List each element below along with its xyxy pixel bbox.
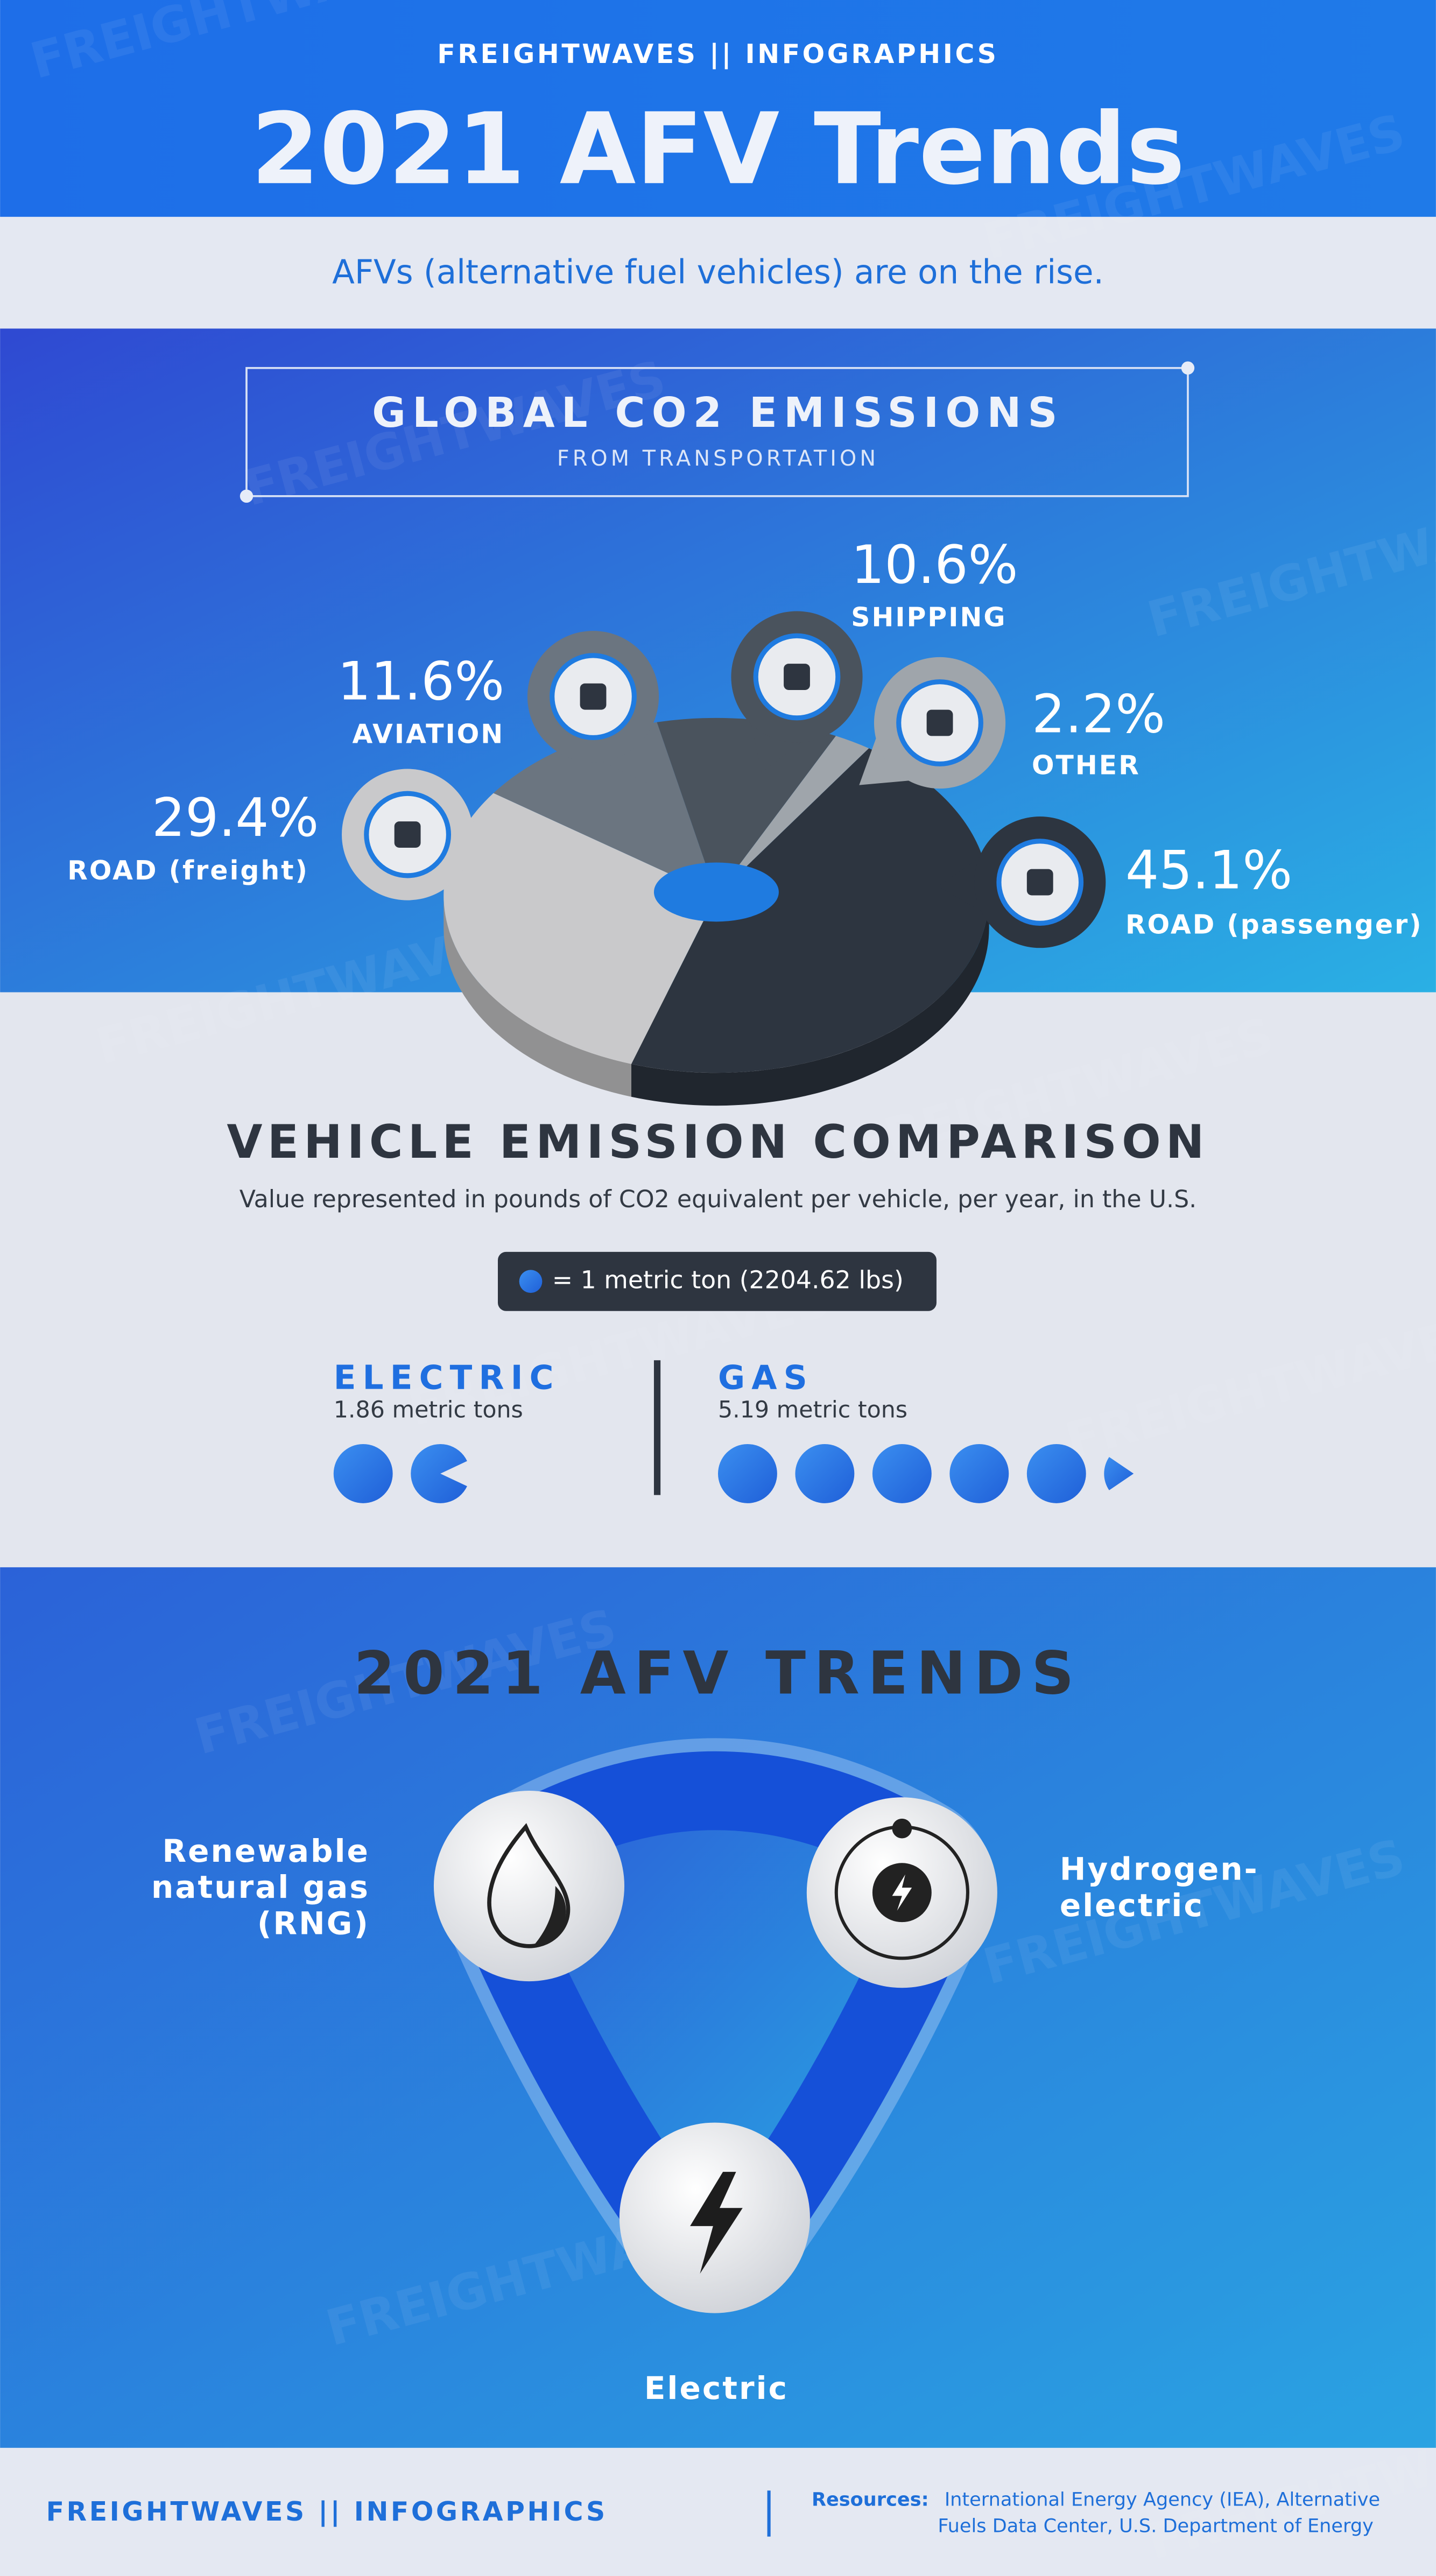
unit-icon: [949, 1444, 1009, 1503]
resources-line: Fuels Data Center, U.S. Department of En…: [938, 2515, 1373, 2537]
value-label: 2.2%: [1032, 684, 1165, 745]
pin-icon: [784, 664, 810, 690]
legend-box: [497, 1251, 937, 1311]
footer-brand: FREIGHTWAVES || INFOGRAPHICS: [46, 2496, 608, 2527]
unit-icon: [1026, 1444, 1086, 1503]
value-label: 10.6%: [851, 534, 1018, 596]
pin-icon: [926, 709, 953, 736]
value-label: 5.19 metric tons: [718, 1396, 907, 1423]
pin-icon: [580, 683, 607, 710]
category-label: ROAD (freight): [67, 855, 309, 886]
header-band: [0, 0, 1436, 217]
pie-chart: 45.1% ROAD (passenger) 29.4% ROAD (freight)…: [67, 534, 1423, 1106]
legend-text: = 1 metric ton (2204.62 lbs): [552, 1265, 904, 1294]
trend-label: natural gas: [151, 1869, 370, 1905]
pie-slice-side: [444, 895, 631, 1097]
category-label: AVIATION: [352, 719, 504, 749]
unit-icon: [333, 1444, 393, 1503]
unit-icon: [795, 1444, 855, 1503]
comparison-title: VEHICLE EMISSION COMPARISON: [227, 1116, 1209, 1169]
category-label: GAS: [718, 1359, 814, 1397]
value-label: 1.86 metric tons: [334, 1396, 523, 1423]
unit-icon-partial: [411, 1444, 467, 1503]
trend-label: (RNG): [257, 1905, 370, 1941]
pie-slice: [657, 717, 836, 896]
pie-subtitle: FROM TRANSPORTATION: [557, 446, 879, 471]
pie-slice: [716, 736, 869, 896]
legend-dot: [519, 1270, 543, 1293]
header-brand: FREIGHTWAVES || INFOGRAPHICS: [437, 39, 998, 69]
unit-icon-partial: [1104, 1457, 1134, 1490]
category-label: SHIPPING: [851, 602, 1006, 633]
pie-slice: [631, 748, 989, 1073]
pin-icon: [1026, 869, 1053, 896]
trends-title: 2021 AFV TRENDS: [354, 1639, 1082, 1708]
header-title: 2021 AFV Trends: [251, 92, 1185, 207]
frame-dot: [240, 489, 254, 503]
frame-dot: [1181, 361, 1195, 375]
pie-slice-side: [631, 895, 989, 1106]
subtitle-band: [0, 216, 1436, 329]
pie-hole: [653, 862, 779, 922]
title-frame: [245, 367, 1189, 497]
trend-label: Hydrogen-: [1060, 1851, 1259, 1888]
value-label: 45.1%: [1125, 840, 1292, 902]
pie-slice: [493, 722, 716, 896]
pie-title: GLOBAL CO2 EMISSIONS: [372, 389, 1064, 437]
trend-label: Electric: [644, 2370, 789, 2406]
value-label: 11.6%: [337, 651, 504, 713]
comparison-subtitle: Value represented in pounds of CO2 equiv…: [240, 1186, 1197, 1213]
pin-icon: [394, 821, 421, 848]
header-subtitle: AFVs (alternative fuel vehicles) are on …: [332, 253, 1104, 291]
unit-icon: [872, 1444, 932, 1503]
trend-label: Renewable: [162, 1833, 369, 1869]
category-label: ELECTRIC: [334, 1359, 560, 1397]
value-label: 29.4%: [152, 787, 319, 849]
pie-slice: [444, 793, 716, 1064]
trend-label: electric: [1060, 1887, 1204, 1924]
resources-label: Resources:: [812, 2489, 929, 2511]
unit-icon: [718, 1444, 777, 1503]
resources-line: International Energy Agency (IEA), Alter…: [945, 2489, 1380, 2511]
category-label: OTHER: [1032, 750, 1141, 780]
category-label: ROAD (passenger): [1125, 909, 1423, 940]
footer-band: [0, 2447, 1436, 2576]
trends-network: [433, 1738, 997, 2313]
